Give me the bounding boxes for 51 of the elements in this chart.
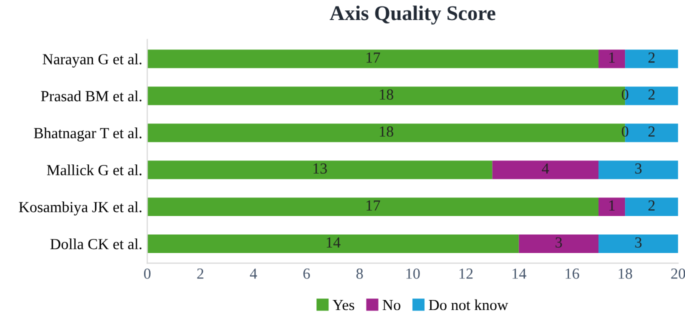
x-tick-label: 0 — [144, 268, 151, 279]
data-label: 3 — [635, 163, 642, 174]
data-label: 1 — [609, 52, 615, 63]
data-label: 2 — [648, 89, 655, 100]
bar — [147, 160, 492, 180]
y-tick-label: Dolla CK et al. — [50, 238, 142, 250]
data-label: 17 — [366, 52, 380, 63]
bar — [147, 234, 519, 254]
data-label: 2 — [648, 126, 655, 137]
bar — [147, 50, 599, 68]
chart-title: Axis Quality Score — [330, 6, 496, 25]
legend-label: Yes — [332, 300, 354, 310]
x-tick-label: 16 — [566, 268, 580, 279]
x-tick-label: 20 — [671, 268, 685, 279]
data-label: 14 — [326, 237, 340, 248]
data-label: 2 — [648, 200, 655, 210]
x-tick-label: 6 — [303, 268, 310, 279]
x-tick-label: 10 — [406, 268, 420, 279]
bar — [492, 160, 599, 180]
annotation: 0 — [622, 89, 628, 100]
data-label: 1 — [609, 200, 615, 210]
legend-label: No — [382, 300, 400, 310]
y-tick-label: Narayan G et al. — [42, 54, 142, 68]
x-tick-label: 2 — [197, 268, 204, 279]
y-tick-label: Bhatnagar T et al. — [34, 128, 142, 142]
bar — [518, 234, 599, 254]
y-tick-label: Kosambiya JK et al. — [18, 202, 142, 216]
bar — [598, 160, 678, 180]
annotation: 0 — [622, 126, 628, 137]
data-label: 17 — [366, 200, 380, 210]
bar — [598, 198, 626, 216]
data-label: 13 — [314, 163, 327, 174]
data-label: 3 — [635, 237, 642, 248]
legend-label: Do not know — [428, 299, 508, 310]
data-label: 18 — [380, 89, 394, 100]
bar — [598, 234, 678, 254]
x-tick-label: 14 — [512, 268, 526, 279]
data-label: 18 — [380, 126, 394, 137]
bar — [625, 50, 678, 68]
y-tick-label: Mallick G et al. — [46, 164, 142, 176]
x-tick-label: 12 — [460, 268, 473, 279]
x-tick-label: 4 — [250, 268, 258, 279]
y-tick-label: Prasad BM et al. — [41, 90, 142, 102]
x-tick-label: 18 — [618, 268, 632, 279]
bar — [625, 198, 678, 216]
data-label: 3 — [556, 237, 562, 248]
data-label: 2 — [648, 52, 655, 63]
x-tick-label: 8 — [356, 268, 363, 279]
bar — [147, 198, 599, 216]
data-label: 4 — [542, 163, 550, 174]
bar — [598, 50, 626, 68]
